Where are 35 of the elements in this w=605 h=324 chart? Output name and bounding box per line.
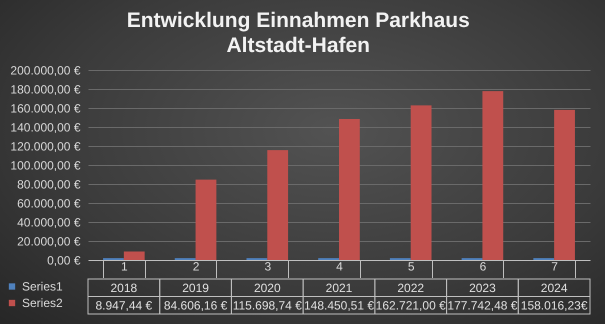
y-tick-label: 100.000,00 €	[10, 158, 81, 172]
legend-label: Series2	[22, 296, 64, 310]
legend-label: Series1	[22, 280, 64, 294]
x-tick-label: 2	[192, 260, 200, 274]
y-tick-label: 180.000,00 €	[10, 82, 81, 96]
y-tick-label: 0,00 €	[47, 254, 81, 268]
data-label: 158.016,23€	[520, 298, 588, 312]
x-tick-label: 7	[551, 260, 558, 274]
x-tick-label: 6	[480, 260, 487, 274]
data-label: 2022	[397, 280, 424, 295]
data-label: 2018	[110, 280, 138, 295]
x-tick-label: 4	[336, 260, 344, 274]
y-tick-label: 120.000,00 €	[10, 140, 81, 154]
data-label: 115.698,74 €	[232, 298, 302, 312]
chart-title: Entwicklung Einnahmen Parkhaus Altstadt-Hafen	[126, 9, 470, 57]
data-label: 2021	[326, 280, 353, 295]
y-tick-label: 200.000,00 €	[10, 64, 81, 78]
x-tick-label: 3	[264, 260, 272, 274]
y-tick-label: 160.000,00 €	[10, 102, 81, 116]
data-label: 8.947,44 €	[96, 298, 153, 312]
data-label: 2019	[182, 280, 210, 295]
x-tick-label: 1	[121, 260, 128, 274]
y-tick-label: 80.000,00 €	[17, 178, 81, 192]
data-label: 177.742,48 €	[447, 298, 518, 312]
data-label: 148.450,51 €	[304, 298, 374, 312]
data-label: 2020	[254, 280, 281, 295]
y-tick-label: 20.000,00 €	[17, 234, 81, 248]
data-label: 2023	[469, 280, 496, 295]
x-tick-label: 5	[408, 260, 415, 274]
y-tick-label: 40.000,00 €	[17, 216, 81, 230]
y-tick-label: 60.000,00 €	[17, 196, 81, 210]
data-label: 162.721,00 €	[376, 298, 446, 312]
y-tick-label: 140.000,00 €	[10, 120, 81, 134]
data-label: 84.606,16 €	[164, 298, 228, 312]
data-label: 2024	[540, 280, 568, 295]
